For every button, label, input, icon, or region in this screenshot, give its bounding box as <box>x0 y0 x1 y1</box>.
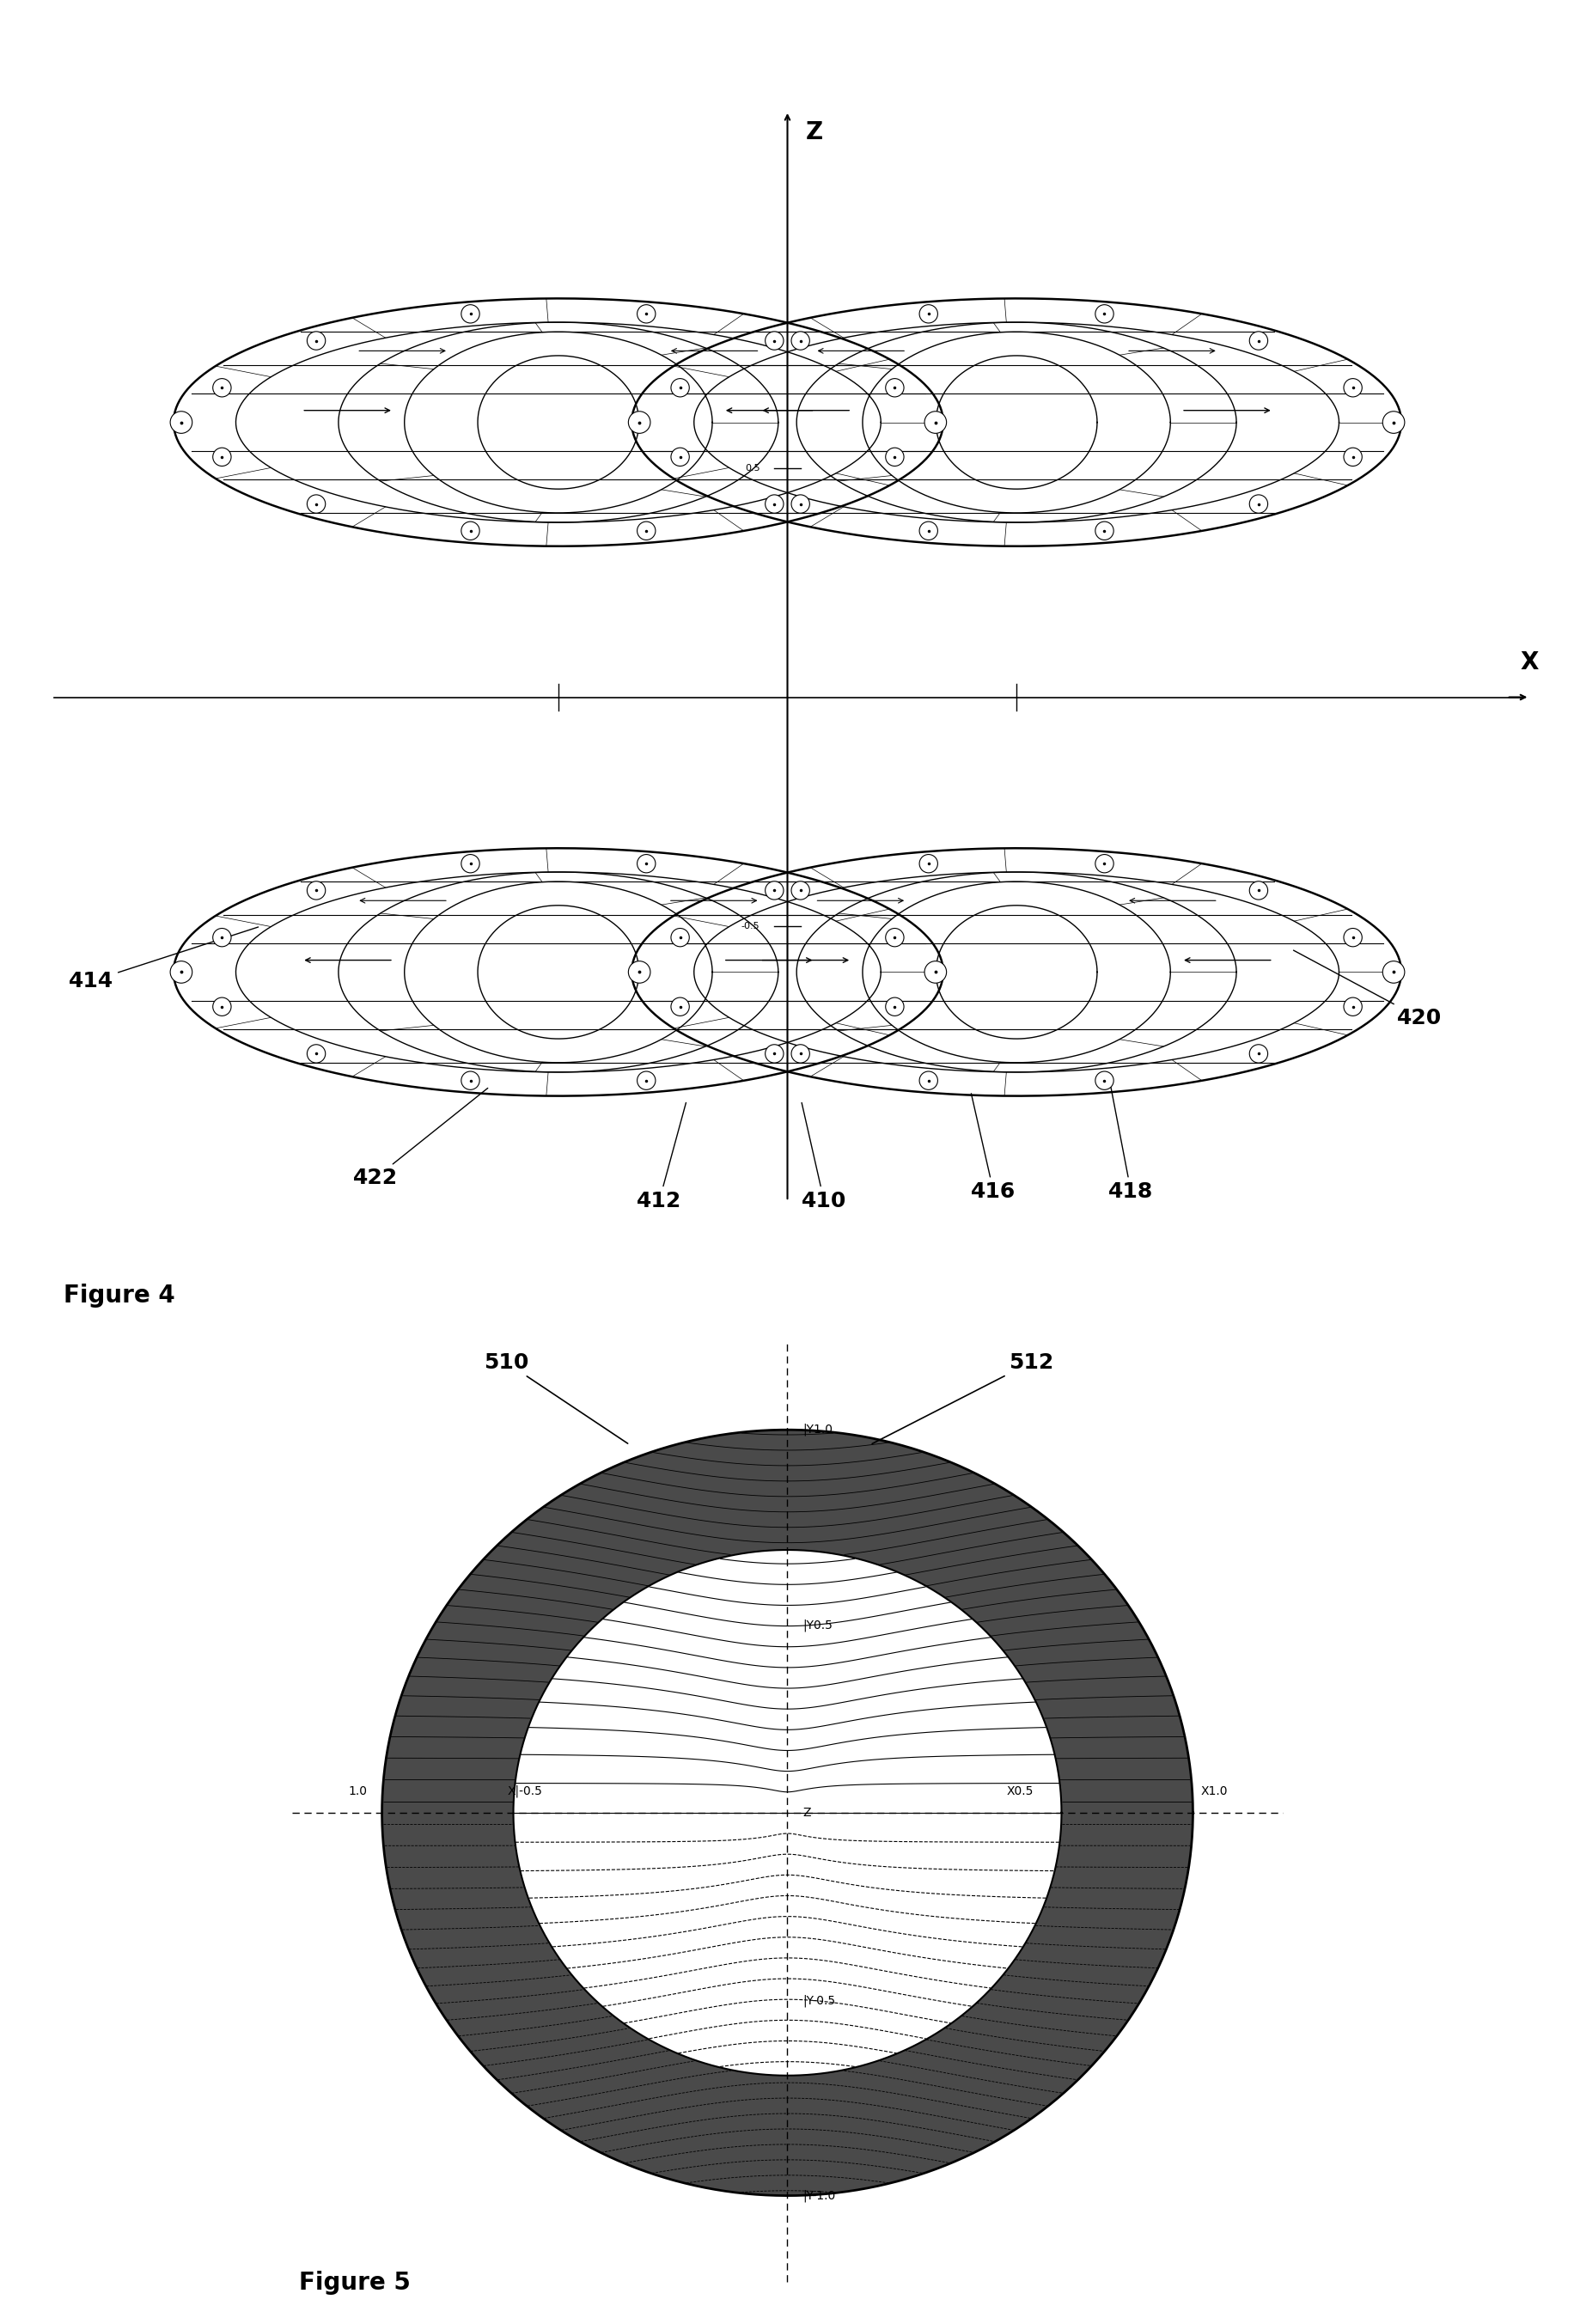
Text: 414: 414 <box>69 927 258 992</box>
Circle shape <box>637 855 655 874</box>
Circle shape <box>919 304 937 323</box>
Circle shape <box>790 881 809 899</box>
Text: |Y0.5: |Y0.5 <box>803 1620 833 1631</box>
Circle shape <box>765 881 784 899</box>
Circle shape <box>212 449 231 467</box>
Circle shape <box>924 411 946 432</box>
Circle shape <box>919 521 937 539</box>
Text: 416: 416 <box>971 1095 1015 1202</box>
Circle shape <box>924 962 946 983</box>
Text: 0.5: 0.5 <box>745 465 760 472</box>
Circle shape <box>1094 1071 1113 1090</box>
Circle shape <box>765 332 784 351</box>
Circle shape <box>1343 449 1362 467</box>
Circle shape <box>885 997 903 1016</box>
Polygon shape <box>382 1429 1192 2196</box>
Circle shape <box>1248 1043 1267 1062</box>
Text: Figure 4: Figure 4 <box>63 1283 175 1308</box>
Text: |Y1.0: |Y1.0 <box>803 1425 833 1436</box>
Circle shape <box>671 379 689 397</box>
Circle shape <box>307 332 326 351</box>
Text: X|-0.5: X|-0.5 <box>507 1785 541 1799</box>
Text: Figure 5: Figure 5 <box>299 2271 411 2294</box>
Text: 510: 510 <box>483 1353 628 1443</box>
Circle shape <box>1248 881 1267 899</box>
Circle shape <box>170 962 192 983</box>
Circle shape <box>461 855 480 874</box>
Text: |Y-1.0: |Y-1.0 <box>803 2189 834 2201</box>
Circle shape <box>885 449 903 467</box>
Circle shape <box>1343 379 1362 397</box>
Circle shape <box>212 927 231 946</box>
Text: 420: 420 <box>1292 951 1442 1027</box>
Circle shape <box>1094 521 1113 539</box>
Text: Z: Z <box>806 121 823 144</box>
Circle shape <box>1248 495 1267 514</box>
Text: |Y-0.5: |Y-0.5 <box>803 1994 834 2006</box>
Circle shape <box>671 997 689 1016</box>
Circle shape <box>790 495 809 514</box>
Circle shape <box>919 1071 937 1090</box>
Circle shape <box>637 521 655 539</box>
Text: X1.0: X1.0 <box>1199 1785 1226 1799</box>
Circle shape <box>671 927 689 946</box>
Circle shape <box>1094 304 1113 323</box>
Circle shape <box>212 997 231 1016</box>
Circle shape <box>170 411 192 432</box>
Circle shape <box>671 449 689 467</box>
Text: 412: 412 <box>636 1102 686 1211</box>
Circle shape <box>1382 962 1404 983</box>
Circle shape <box>1094 855 1113 874</box>
Circle shape <box>307 495 326 514</box>
Text: 1.0: 1.0 <box>348 1785 367 1799</box>
Circle shape <box>212 379 231 397</box>
Circle shape <box>790 1043 809 1062</box>
Text: X0.5: X0.5 <box>1006 1785 1033 1799</box>
Circle shape <box>307 881 326 899</box>
Circle shape <box>885 379 903 397</box>
Text: X: X <box>1519 651 1538 674</box>
Circle shape <box>765 495 784 514</box>
Circle shape <box>1248 332 1267 351</box>
Circle shape <box>1343 997 1362 1016</box>
Circle shape <box>307 1043 326 1062</box>
Text: -0.5: -0.5 <box>741 923 760 930</box>
Circle shape <box>637 1071 655 1090</box>
Circle shape <box>461 521 480 539</box>
Circle shape <box>885 927 903 946</box>
Text: Z: Z <box>803 1806 811 1820</box>
Circle shape <box>1382 411 1404 432</box>
Circle shape <box>637 304 655 323</box>
Circle shape <box>1343 927 1362 946</box>
Circle shape <box>628 962 650 983</box>
Circle shape <box>765 1043 784 1062</box>
Circle shape <box>628 411 650 432</box>
Circle shape <box>919 855 937 874</box>
Text: 512: 512 <box>872 1353 1053 1443</box>
Circle shape <box>461 304 480 323</box>
Text: 418: 418 <box>1108 1076 1152 1202</box>
Circle shape <box>461 1071 480 1090</box>
Text: 410: 410 <box>801 1102 847 1211</box>
Text: 422: 422 <box>353 1088 488 1188</box>
Circle shape <box>790 332 809 351</box>
